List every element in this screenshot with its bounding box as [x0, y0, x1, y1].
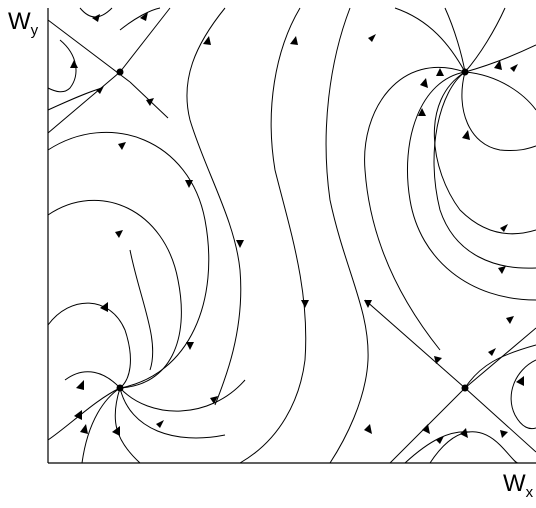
arrowhead	[210, 396, 218, 404]
arrowhead	[115, 230, 123, 238]
trajectory	[325, 7, 369, 464]
arrowhead	[436, 68, 444, 76]
arrowhead	[488, 348, 496, 356]
node-upper-right	[461, 68, 469, 76]
arrowhead	[185, 180, 193, 188]
trajectory	[81, 387, 121, 464]
arrowhead	[498, 266, 506, 274]
trajectory	[47, 302, 131, 389]
arrowhead	[156, 420, 164, 428]
arrowhead	[80, 424, 88, 434]
separatrix-ul-c	[47, 71, 121, 134]
arrowhead	[510, 64, 518, 72]
trajectory	[404, 431, 471, 464]
saddle-point-upper-left	[116, 68, 124, 76]
trajectory	[433, 71, 536, 269]
y-axis-label: Wy	[8, 8, 38, 39]
arrowhead	[368, 34, 376, 42]
arrowhead	[290, 36, 298, 45]
arrowhead	[301, 300, 309, 308]
trajectory	[464, 71, 536, 111]
trajectory	[64, 371, 121, 389]
separatrix-ul-d	[119, 7, 171, 73]
trajectories	[47, 7, 536, 464]
y-axis-label-subscript: y	[30, 21, 39, 39]
trajectory	[510, 359, 536, 430]
arrowhead	[140, 12, 148, 21]
arrowhead	[74, 410, 82, 420]
separatrix-lr-a	[364, 299, 466, 389]
arrowhead	[112, 426, 120, 436]
trajectory	[239, 7, 307, 464]
trajectory	[464, 344, 536, 389]
arrowhead	[70, 60, 78, 68]
trajectory	[119, 379, 246, 412]
arrowhead	[500, 430, 508, 438]
arrowhead	[462, 130, 470, 140]
arrowhead	[92, 14, 100, 22]
arrowhead	[203, 36, 211, 45]
node-lower-left	[116, 384, 124, 392]
trajectory	[119, 387, 226, 439]
trajectory	[464, 44, 536, 73]
x-axis-label: Wx	[503, 470, 533, 501]
arrowhead	[364, 424, 372, 434]
arrowhead	[420, 78, 428, 88]
trajectory	[79, 7, 113, 18]
trajectory	[47, 387, 121, 441]
arrowhead	[236, 240, 244, 248]
y-axis-label-main: W	[8, 8, 31, 35]
x-axis-label-subscript: x	[525, 483, 534, 501]
arrowhead	[436, 436, 444, 444]
separatrix-lr-b	[464, 387, 536, 453]
arrowhead	[434, 356, 442, 364]
trajectory	[464, 7, 506, 73]
trajectory	[429, 431, 519, 464]
arrowheads	[70, 12, 524, 444]
trajectory	[129, 249, 154, 371]
trajectory	[47, 131, 210, 389]
arrowhead	[96, 86, 104, 94]
arrowhead	[422, 424, 430, 434]
x-axis-label-main: W	[503, 470, 526, 497]
arrowhead	[500, 224, 508, 232]
arrowhead	[494, 60, 502, 70]
fixed-points	[116, 68, 469, 392]
trajectory	[407, 71, 536, 301]
trajectory	[394, 7, 466, 73]
arrowhead	[76, 380, 84, 390]
arrowhead	[186, 342, 194, 350]
trajectory	[461, 71, 536, 151]
axes	[47, 8, 536, 464]
arrowhead	[146, 98, 154, 106]
trajectory	[119, 7, 161, 31]
arrowhead	[460, 428, 468, 438]
arrowhead	[418, 108, 426, 116]
arrowhead	[506, 316, 514, 324]
trajectory	[364, 66, 466, 351]
trajectory	[186, 7, 242, 406]
trajectory	[433, 71, 536, 235]
trajectory	[47, 199, 182, 389]
saddle-point-lower-right	[461, 384, 469, 392]
arrowhead	[364, 300, 372, 308]
arrowhead	[100, 302, 108, 312]
arrowhead	[118, 142, 126, 150]
trajectory	[444, 7, 466, 73]
trajectory	[114, 387, 141, 464]
arrowhead	[516, 376, 524, 386]
trajectory	[47, 39, 77, 93]
separatrix-ul-a	[47, 19, 131, 83]
